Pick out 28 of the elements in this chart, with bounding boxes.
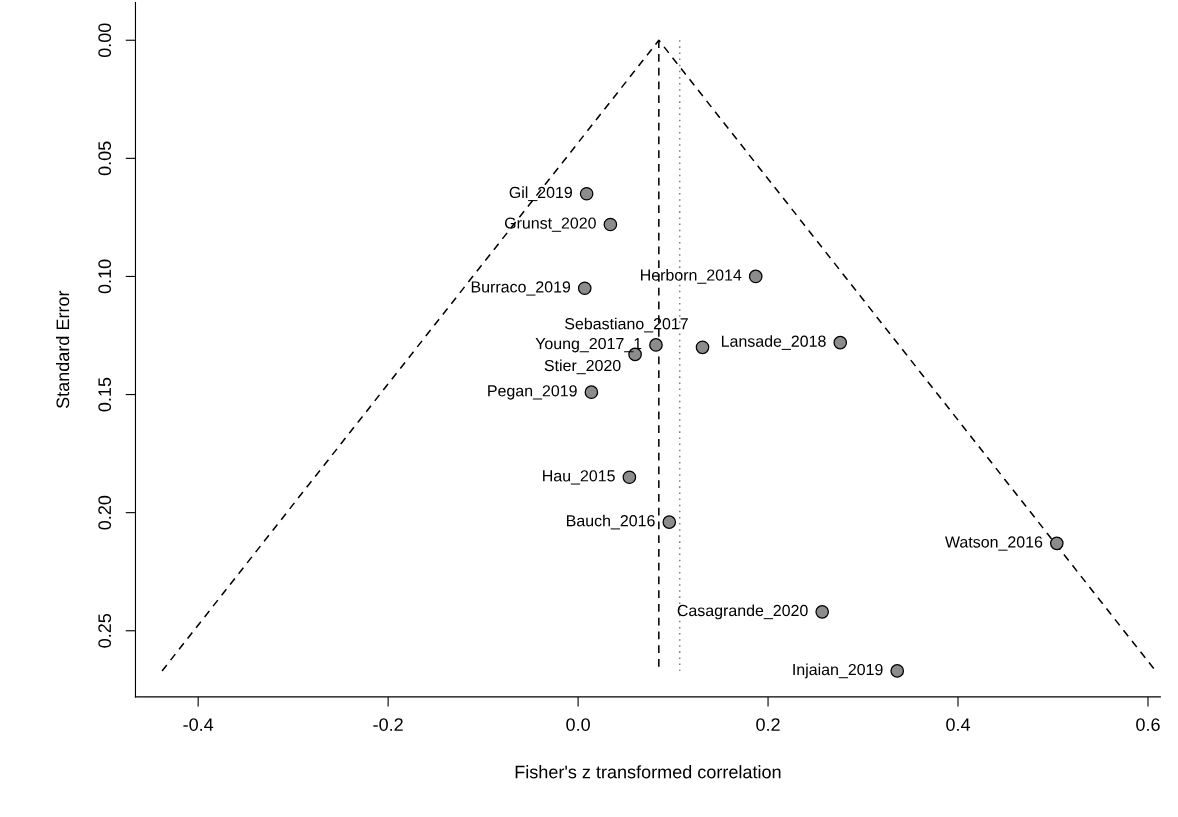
annotation: Lansade_2018 <box>721 335 826 350</box>
y-axis-title: Standard Error <box>55 290 70 409</box>
x-tick-label: 0.4 <box>946 718 971 731</box>
annotation: Sebastiano_2017 <box>565 317 688 333</box>
x-tick-label: -0.4 <box>183 718 214 731</box>
annotation: Watson_2016 <box>945 536 1043 551</box>
x-tick-label: 0.0 <box>566 718 590 731</box>
y-tick-label: 0.10 <box>98 259 112 294</box>
annotation: Pegan_2019 <box>488 385 577 400</box>
annotation: Burraco_2019 <box>471 281 571 296</box>
annotation: Young_2017_1 <box>535 337 642 353</box>
y-tick-label: 0.00 <box>98 23 112 58</box>
y-tick-label: 0.20 <box>98 495 112 530</box>
x-tick-label: 0.2 <box>756 718 780 731</box>
x-tick-label: 0.6 <box>1136 718 1160 731</box>
x-tick-label: -0.2 <box>373 718 403 731</box>
y-tick-label: 0.05 <box>98 141 112 176</box>
annotation: Gil_2019 <box>509 186 572 202</box>
annotation: Bauch_2016 <box>567 514 655 530</box>
y-tick-label: 0.15 <box>98 377 112 412</box>
annotation: Herborn_2014 <box>641 269 742 284</box>
annotation: Stier_2020 <box>544 359 621 375</box>
annotation: Grunst_2020 <box>504 217 596 232</box>
y-tick-label: 0.25 <box>98 613 112 648</box>
annotation: Casagrande_2020 <box>677 604 808 620</box>
annotation: Hau_2015 <box>543 470 615 485</box>
annotation: Injaian_2019 <box>793 663 883 679</box>
x-axis-title: Fisher's z transformed correlation <box>515 765 781 779</box>
